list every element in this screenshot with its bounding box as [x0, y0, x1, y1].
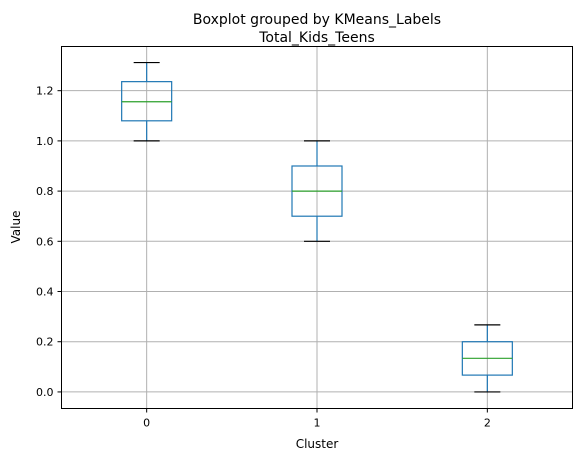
- box-cluster-1: [291, 140, 343, 242]
- chart-suptitle: Boxplot grouped by KMeans_Labels: [193, 12, 441, 28]
- y-tick-label-3: 0.6: [36, 235, 54, 248]
- y-tick-label-5: 1.0: [36, 135, 54, 148]
- x-axis-label: Cluster: [296, 437, 339, 451]
- x-tick-label-0: 0: [143, 417, 150, 430]
- y-tick-label-6: 1.2: [36, 85, 54, 98]
- x-tick-label-2: 2: [484, 417, 491, 430]
- chart-title: Total_Kids_Teens: [258, 30, 375, 46]
- x-tick-label-1: 1: [314, 417, 321, 430]
- y-tick-label-2: 0.4: [36, 286, 54, 299]
- y-tick-label-1: 0.2: [36, 336, 54, 349]
- axes: 0.0 0.2 0.4 0.6 0.8 1.0 1.2 0 1 2: [36, 85, 491, 430]
- boxes: [121, 61, 513, 393]
- y-axis-label: Value: [9, 211, 23, 244]
- box-cluster-0: [121, 61, 173, 142]
- box-cluster-2: [461, 324, 513, 393]
- y-tick-label-0: 0.0: [36, 386, 54, 399]
- y-tick-label-4: 0.8: [36, 185, 54, 198]
